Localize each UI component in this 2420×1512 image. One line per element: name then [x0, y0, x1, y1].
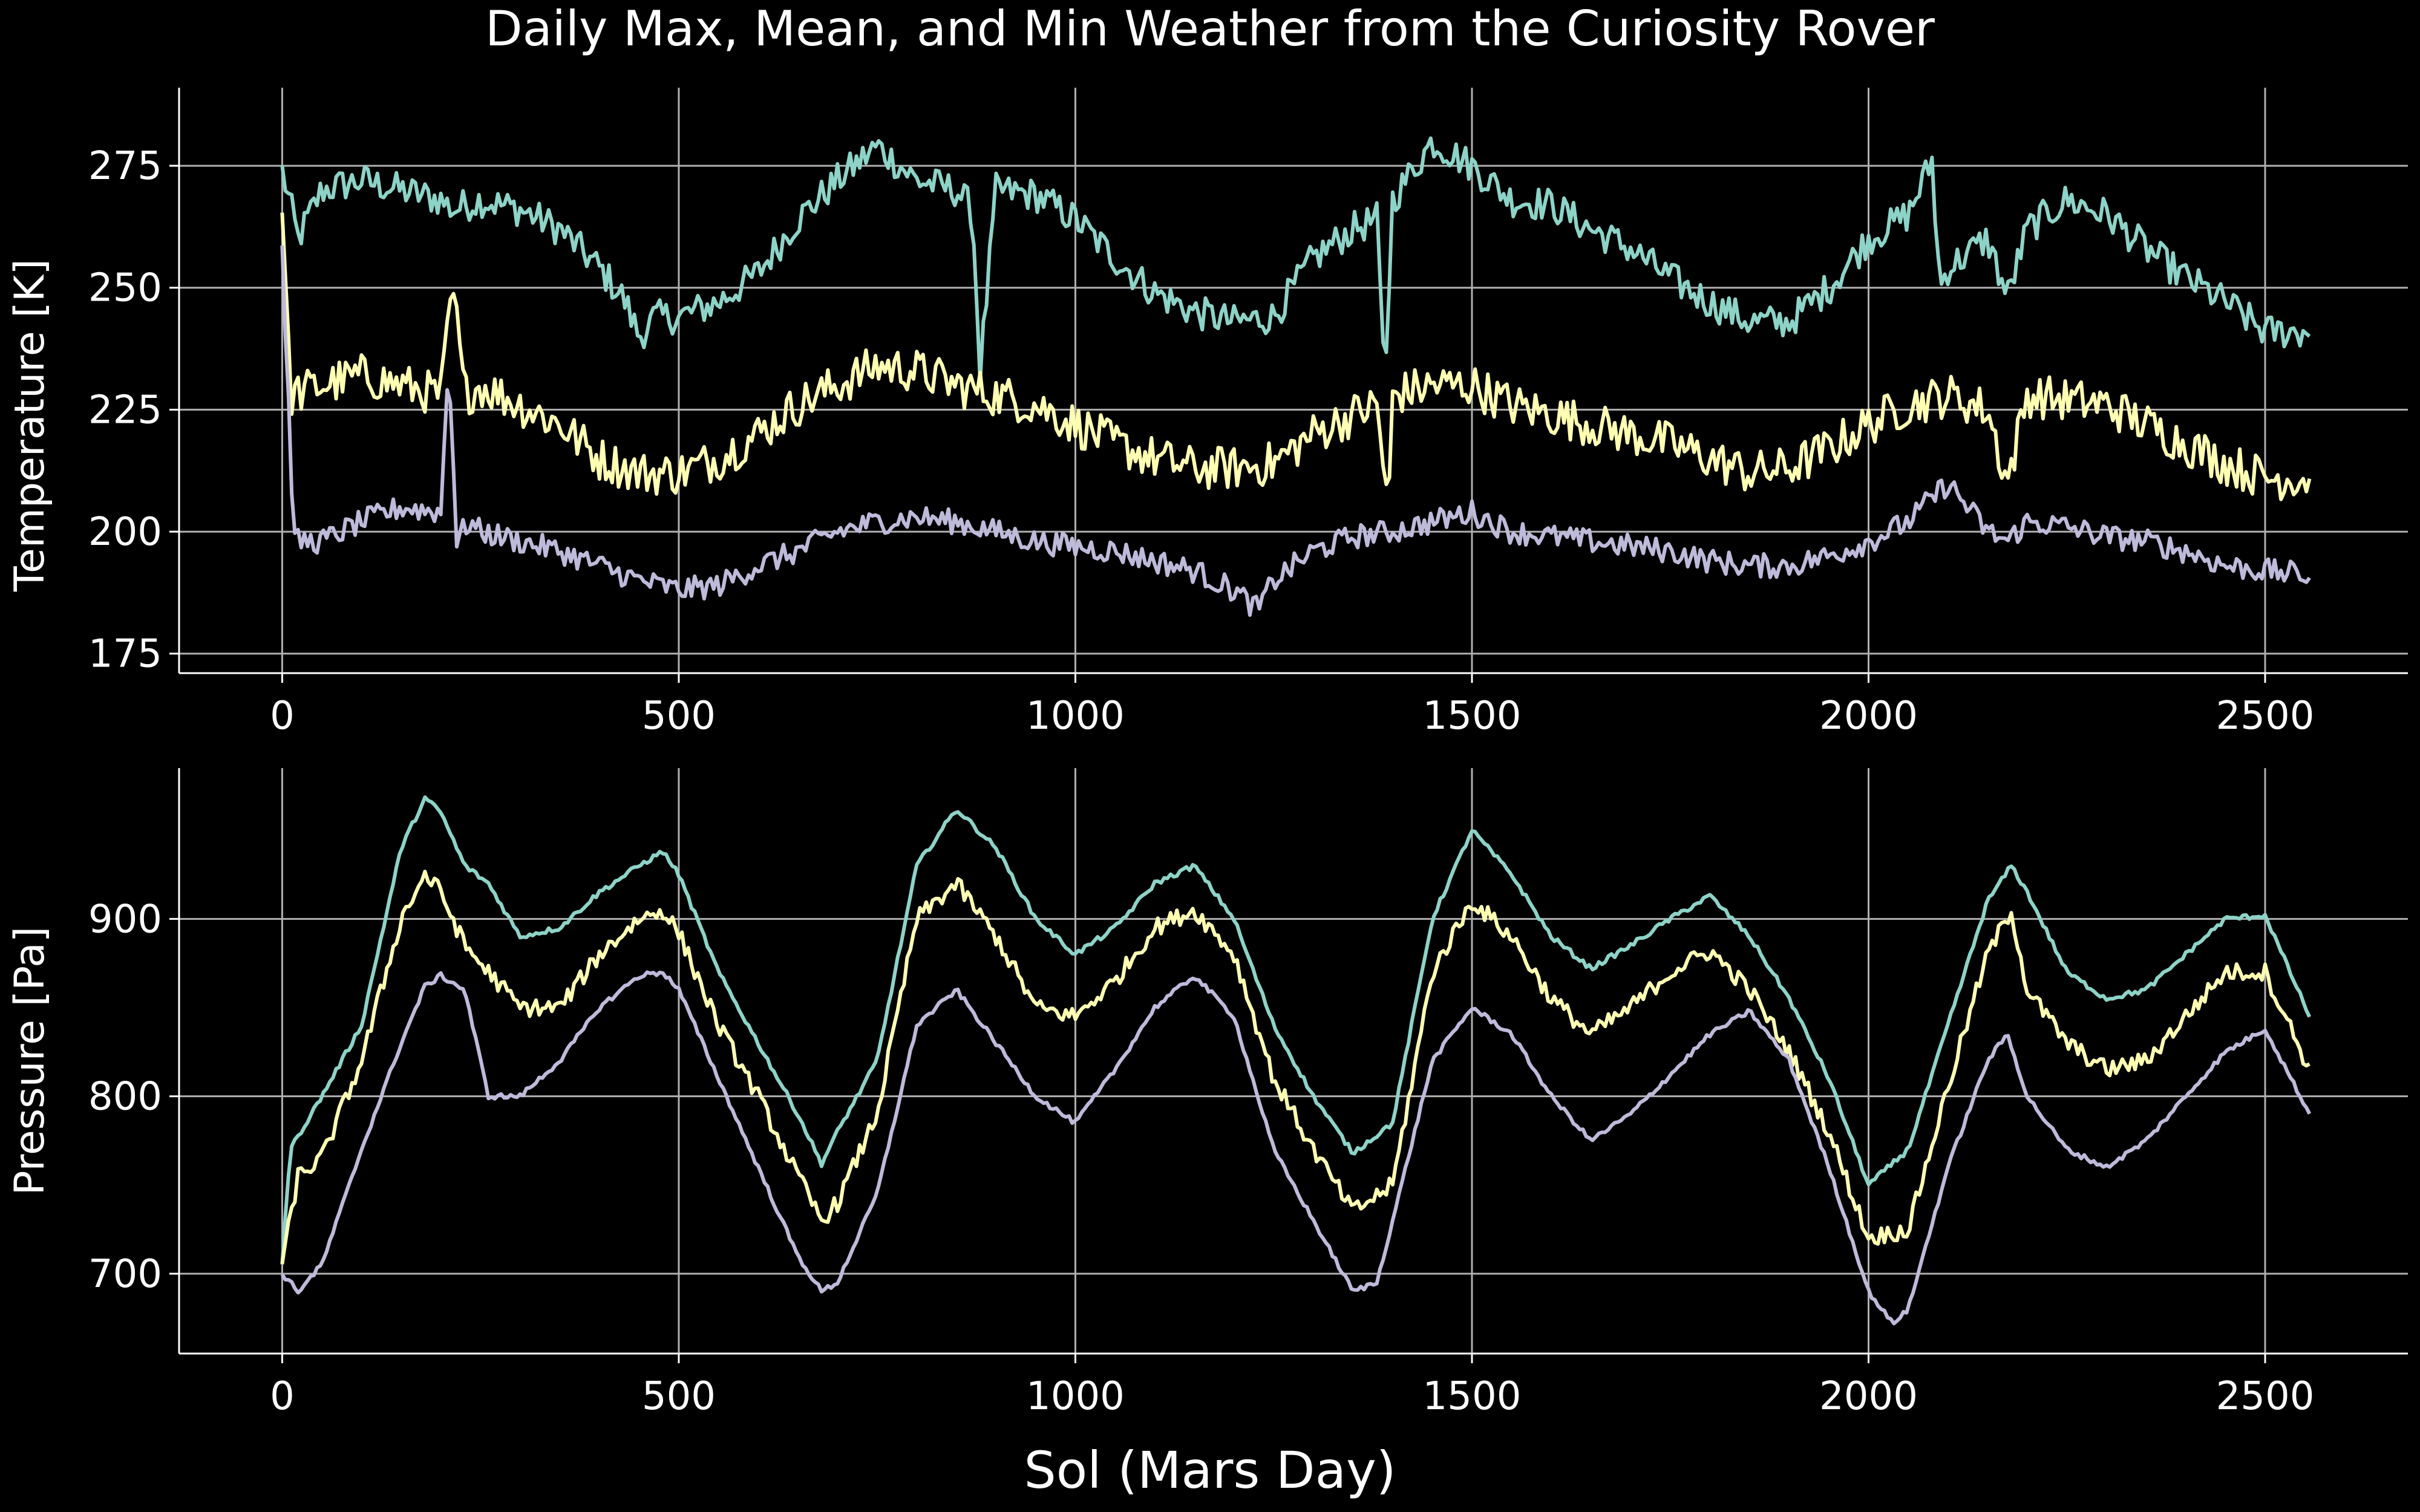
pressure-grid: [179, 768, 2408, 1354]
x-axis-label: Sol (Mars Day): [1024, 1441, 1396, 1500]
temperature-x-tick-label: 2500: [2216, 694, 2315, 738]
temperature-x-tick-label: 0: [270, 694, 295, 738]
pressure-series-min: [280, 970, 2312, 1326]
pressure-y-tick-label: 900: [88, 897, 162, 942]
pressure-axes: 0 500 1000 1500 2000 2500 700 800 900: [88, 768, 2408, 1419]
temperature-series-max: [280, 136, 2311, 384]
temperature-y-tick-label: 225: [88, 388, 162, 432]
temperature-x-tick-label: 1000: [1026, 694, 1125, 738]
pressure-x-tick-label: 1000: [1026, 1374, 1125, 1419]
temperature-x-tick-label: 2000: [1819, 694, 1918, 738]
pressure-y-axis-label: Pressure [Pa]: [6, 927, 54, 1196]
pressure-y-tick-label: 700: [88, 1252, 162, 1297]
temperature-y-tick-label: 175: [88, 632, 162, 677]
temperature-x-tick-label: 500: [642, 694, 716, 738]
pressure-panel: 0 500 1000 1500 2000 2500 700 800 900 Pressure […: [6, 768, 2408, 1419]
pressure-x-tick-label: 2500: [2216, 1374, 2315, 1419]
temperature-series-min: [280, 245, 2311, 617]
pressure-series: [280, 795, 2312, 1326]
pressure-x-tick-label: 1500: [1423, 1374, 1522, 1419]
temperature-grid: [179, 88, 2408, 673]
pressure-y-tick-label: 800: [88, 1075, 162, 1119]
temperature-axes: 0 500 1000 1500 2000 2500 175 200 225 250 275: [88, 88, 2408, 738]
temperature-y-tick-label: 200: [88, 510, 162, 555]
pressure-x-tick-label: 2000: [1819, 1374, 1918, 1419]
pressure-x-tick-label: 500: [642, 1374, 716, 1419]
pressure-x-tick-label: 0: [270, 1374, 295, 1419]
temperature-y-axis-label: Temperature [K]: [6, 259, 54, 592]
temperature-panel: 0 500 1000 1500 2000 2500 175 200 225 250 275 Temp…: [6, 88, 2408, 738]
chart-title: Daily Max, Mean, and Min Weather from th…: [485, 1, 1935, 57]
temperature-series: [280, 136, 2312, 617]
temperature-y-tick-label: 250: [88, 266, 162, 311]
pressure-series-max: [280, 795, 2312, 1265]
temperature-x-tick-label: 1500: [1423, 694, 1522, 738]
temperature-y-tick-label: 275: [88, 144, 162, 189]
temperature-series-mean: [280, 212, 2312, 501]
pressure-series-mean: [280, 870, 2310, 1265]
